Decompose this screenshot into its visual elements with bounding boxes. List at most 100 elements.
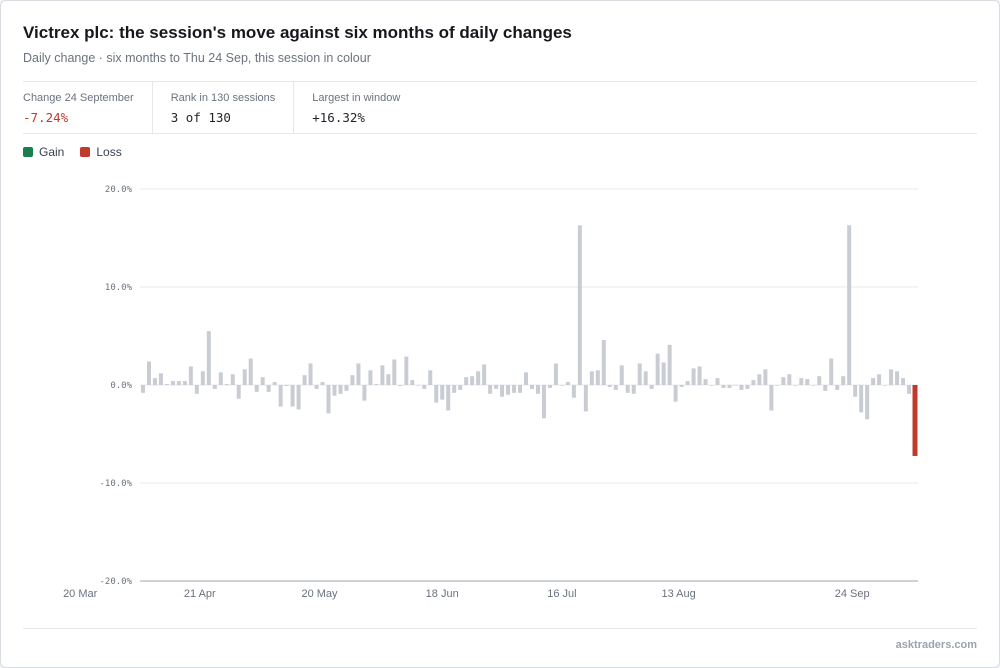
bar (787, 374, 792, 385)
stat-change-value: -7.24% (23, 110, 69, 125)
bar (464, 377, 469, 385)
bar (853, 385, 858, 397)
stat-largest-value: +16.32% (312, 110, 365, 125)
highlight-bar (912, 385, 918, 456)
bar (500, 385, 505, 397)
bar (619, 365, 624, 385)
bar (188, 366, 193, 385)
bar (847, 225, 852, 385)
bar (164, 384, 169, 385)
bar (176, 381, 181, 385)
bar (799, 378, 804, 385)
legend-swatch-gain (23, 147, 33, 157)
x-tick-label: 24 Sep (835, 588, 870, 600)
stat-change: Change 24 September -7.24% (23, 82, 153, 133)
bar (805, 379, 810, 385)
bar (739, 385, 744, 390)
bar (326, 385, 331, 414)
bar (320, 382, 325, 385)
bar (308, 363, 313, 385)
bar (835, 385, 840, 390)
bar (691, 368, 696, 385)
bar (667, 344, 672, 385)
bar (649, 385, 654, 389)
bar-chart: 20.0% 10.0% 0.0% -10.0% -20.0%20 Mar 21 Apr 20… (63, 185, 918, 600)
bar (266, 385, 271, 392)
bar (895, 371, 900, 385)
footer-divider (23, 628, 977, 629)
bar (571, 385, 576, 398)
bar (512, 385, 517, 393)
bar (362, 385, 367, 401)
bar (224, 384, 229, 385)
bar (284, 385, 289, 386)
bar (236, 385, 241, 399)
bar (440, 385, 445, 400)
bar (871, 378, 876, 385)
bar (398, 385, 403, 386)
y-tick-label: 20.0% (105, 185, 133, 195)
bar (823, 385, 828, 391)
bar (595, 370, 600, 385)
bar (392, 359, 397, 385)
legend-swatch-loss (80, 147, 91, 157)
y-tick-label: 0.0% (110, 381, 132, 391)
bar (601, 339, 606, 385)
bar (709, 385, 714, 386)
bar (883, 385, 888, 386)
stat-rank: Rank in 130 sessions 3 of 130 (153, 82, 295, 133)
bar (452, 385, 457, 393)
bar (290, 385, 295, 407)
x-tick-label: 18 Jun (426, 588, 459, 600)
x-tick-label: 16 Jul (547, 588, 576, 600)
bar (685, 381, 690, 385)
bar (518, 385, 523, 393)
bar (625, 385, 630, 393)
bar (859, 385, 864, 413)
bar (763, 369, 768, 385)
bar (524, 372, 529, 385)
bar (242, 369, 247, 385)
bar (715, 378, 720, 385)
bar (476, 371, 481, 385)
bar (655, 353, 660, 385)
bar (781, 377, 786, 385)
bar (344, 385, 349, 391)
legend-label-loss: Loss (96, 145, 122, 159)
y-tick-label: -10.0% (99, 479, 132, 489)
bar (817, 376, 822, 385)
bar (380, 365, 385, 385)
bar (212, 385, 217, 389)
stat-largest: Largest in window +16.32% (294, 82, 418, 133)
bar (332, 385, 337, 396)
bar (194, 385, 199, 394)
y-tick-label: -20.0% (99, 577, 132, 587)
bar (434, 385, 439, 403)
bar (703, 379, 708, 385)
bar (152, 378, 157, 385)
bar (458, 385, 463, 390)
bar (607, 385, 612, 387)
bar (158, 373, 163, 385)
legend-item-loss: Loss (80, 145, 122, 159)
bar (470, 376, 475, 385)
bar (583, 385, 588, 412)
stat-rank-label: Rank in 130 sessions (170, 92, 276, 104)
bar (428, 370, 433, 385)
bar (488, 385, 493, 394)
bar (422, 385, 427, 389)
legend-label-gain: Gain (39, 145, 65, 159)
bar (218, 372, 223, 385)
x-tick-label: 13 Aug (661, 588, 695, 600)
bar (296, 385, 301, 410)
bar (565, 382, 570, 385)
bar (901, 378, 906, 385)
bar (506, 385, 511, 395)
bar (535, 385, 540, 394)
bar (811, 385, 816, 386)
bar (775, 385, 780, 386)
legend-item-gain: Gain (23, 145, 64, 159)
bar (559, 385, 564, 386)
bar (230, 374, 235, 385)
bar (140, 385, 145, 393)
